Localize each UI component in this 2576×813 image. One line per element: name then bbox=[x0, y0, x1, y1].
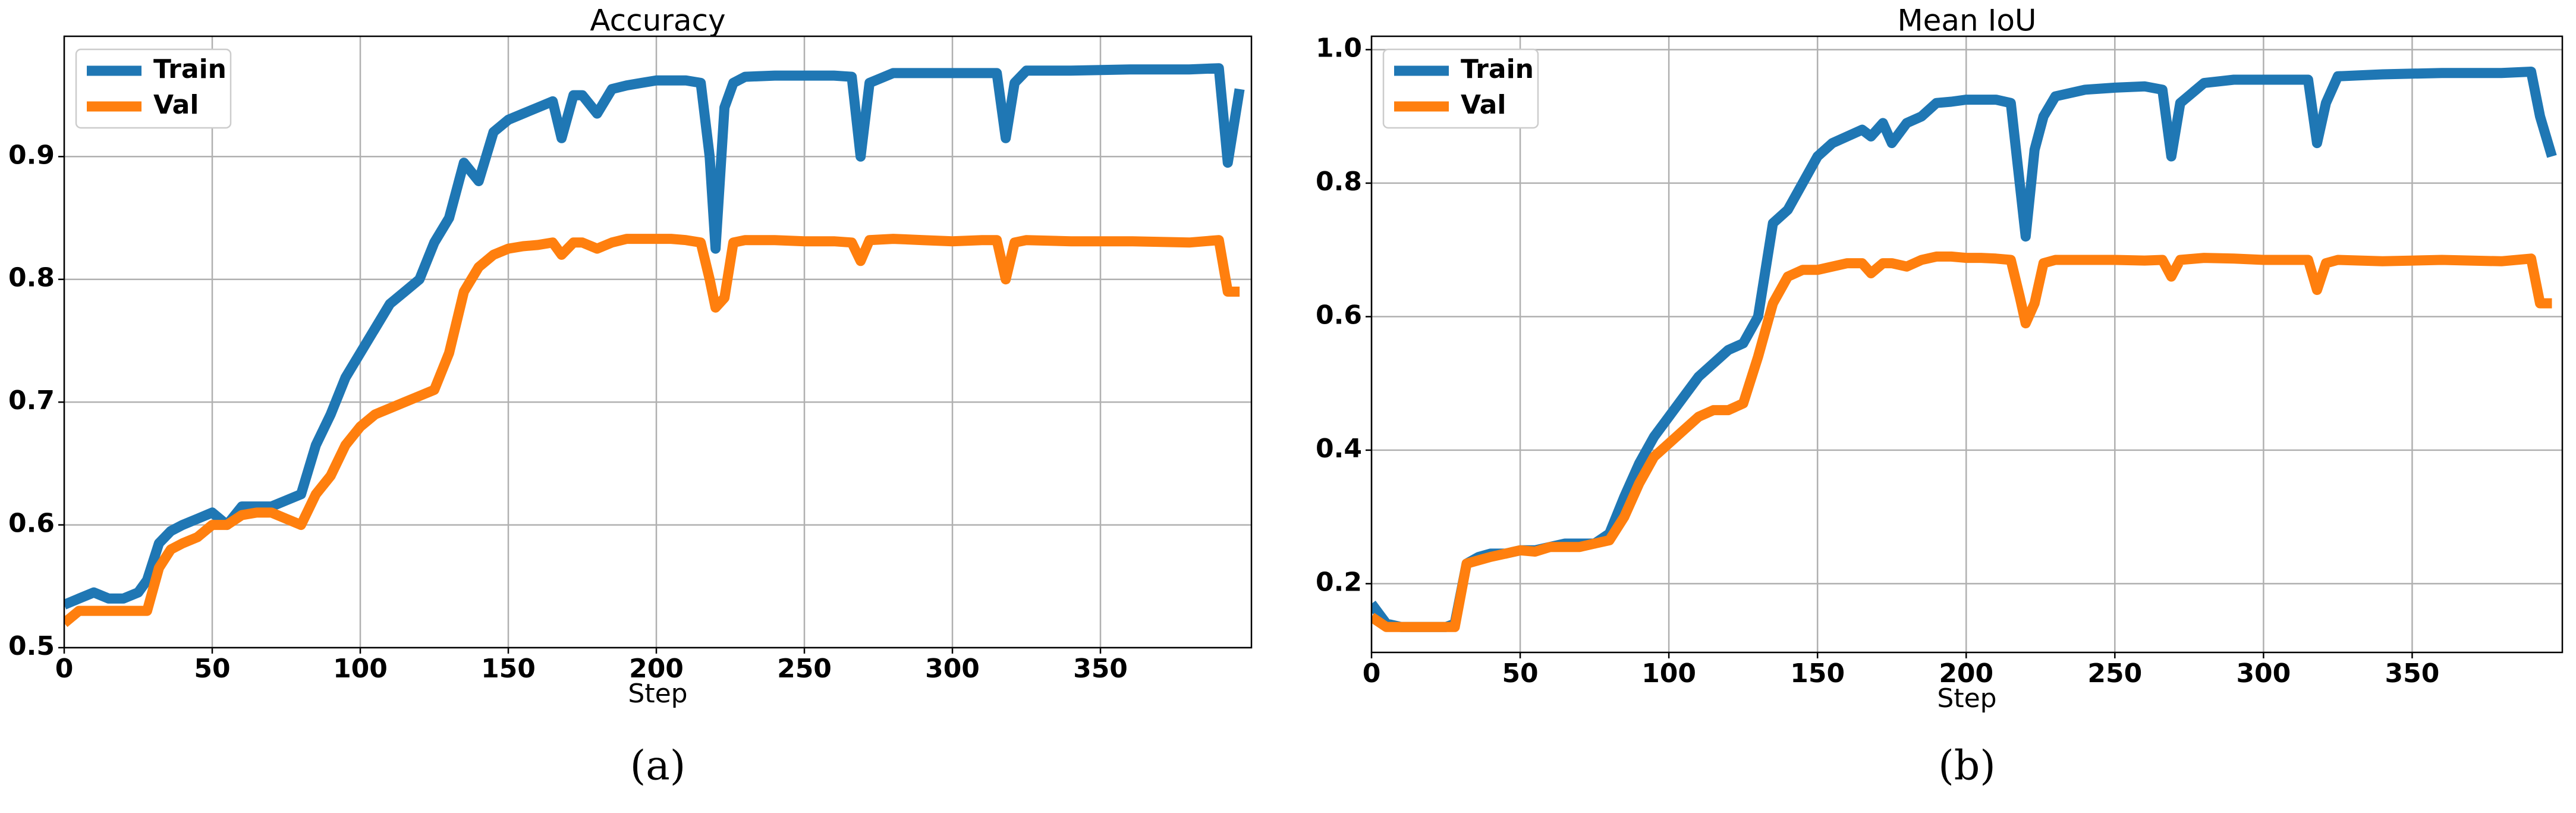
y-tick-label: 1.0 bbox=[1316, 33, 1362, 63]
chart-title: Mean IoU bbox=[1897, 4, 2036, 38]
y-tick-label: 0.5 bbox=[8, 631, 55, 661]
x-tick-label: 50 bbox=[194, 654, 230, 684]
x-tick-label: 150 bbox=[481, 654, 536, 684]
y-tick-label: 0.7 bbox=[8, 385, 55, 416]
x-tick-label: 350 bbox=[2385, 658, 2440, 689]
legend-label: Val bbox=[1461, 90, 1506, 120]
x-tick-label: 250 bbox=[777, 654, 832, 684]
subplot: 0 50 100 150 200 250 300 350 0.2 0.4 0.6 0.8 1.0 Mean… bbox=[1316, 4, 2564, 790]
series-line bbox=[1372, 251, 2552, 632]
caption: (a) bbox=[630, 743, 686, 790]
x-axis-label: Step bbox=[628, 679, 687, 709]
y-tick-label: 0.4 bbox=[1316, 434, 1362, 464]
y-tick-label: 0.8 bbox=[8, 263, 55, 293]
x-tick-label: 250 bbox=[2087, 658, 2142, 689]
y-tick-label: 0.2 bbox=[1316, 567, 1362, 597]
caption: (b) bbox=[1938, 743, 1996, 790]
x-tick-label: 350 bbox=[1073, 654, 1128, 684]
x-tick-label: 150 bbox=[1790, 658, 1845, 689]
plot-frame bbox=[63, 35, 1253, 649]
x-tick-label: 200 bbox=[1939, 658, 1993, 689]
x-tick-label: 200 bbox=[629, 654, 684, 684]
series-line bbox=[64, 234, 1240, 627]
plot-area bbox=[64, 36, 1251, 648]
x-axis-label: Step bbox=[1937, 683, 1996, 714]
y-tick-label: 0.9 bbox=[8, 140, 55, 170]
plot-frame bbox=[1370, 35, 2564, 654]
x-tick-label: 300 bbox=[2236, 658, 2291, 689]
x-tick-label: 0 bbox=[55, 654, 74, 684]
x-tick-label: 300 bbox=[925, 654, 980, 684]
x-tick-label: 100 bbox=[333, 654, 388, 684]
x-tick-label: 100 bbox=[1641, 658, 1696, 689]
legend-label: Train bbox=[153, 54, 227, 84]
x-tick-label: 0 bbox=[1363, 658, 1381, 689]
y-tick-label: 0.8 bbox=[1316, 167, 1362, 197]
legend-label: Train bbox=[1461, 54, 1534, 84]
subplot: 0 50 100 150 200 250 300 350 0.5 0.6 0.7 0.8 0.9 Accu… bbox=[8, 4, 1253, 790]
y-tick-label: 0.6 bbox=[1316, 300, 1362, 330]
x-tick-label: 50 bbox=[1502, 658, 1538, 689]
legend-label: Val bbox=[153, 90, 199, 120]
y-tick-label: 0.6 bbox=[8, 508, 55, 539]
plot-area bbox=[1372, 36, 2562, 652]
chart-title: Accuracy bbox=[590, 4, 725, 38]
